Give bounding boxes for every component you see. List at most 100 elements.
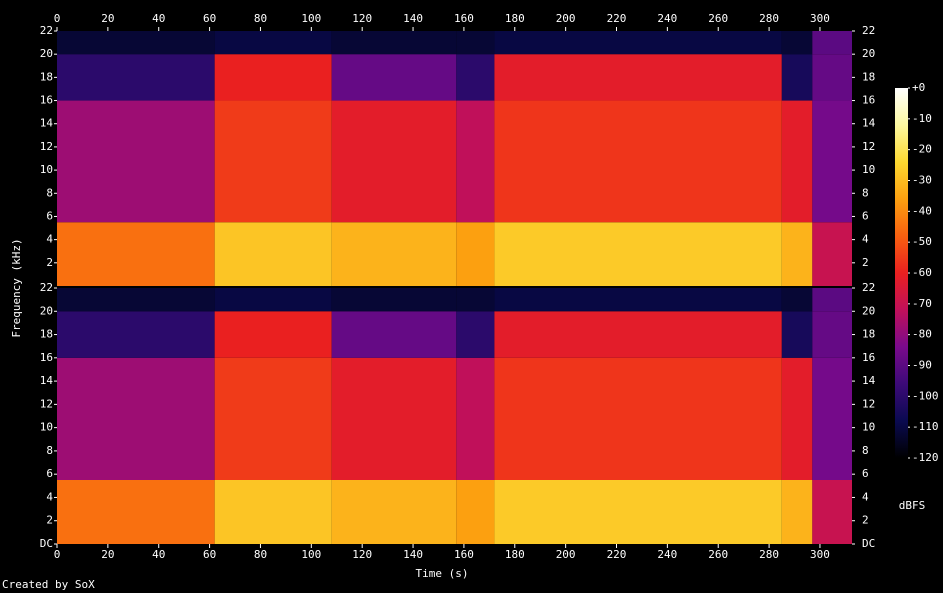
spectrum-cell [812, 480, 852, 544]
x-tick-label-top: 180 [505, 12, 525, 25]
x-tick-label-top: 60 [203, 12, 216, 25]
spectrum-cell [781, 311, 813, 358]
spectrum-cell [456, 311, 495, 358]
x-tick-label: 80 [254, 548, 267, 561]
y-tick-label: 8 [46, 186, 53, 199]
colorbar-tick-label: -50 [912, 235, 932, 248]
spectrum-cell [494, 480, 782, 544]
y-tick-label: 18 [40, 70, 53, 83]
spectrum-cell [214, 480, 332, 544]
y-tick-label-right: 4 [862, 490, 869, 503]
spectrum-cell [812, 357, 852, 480]
spectrum-cell [781, 54, 813, 101]
spectrum-cell [812, 31, 852, 55]
spectrum-cell [781, 357, 813, 480]
spectrum-cell [214, 357, 332, 480]
x-tick-label: 180 [505, 548, 525, 561]
y-tick-label-right: 2 [862, 514, 869, 527]
x-tick-label: 220 [607, 548, 627, 561]
y-tick-label: 4 [46, 233, 53, 246]
spectrum-cell [456, 222, 495, 286]
y-tick-label: 16 [40, 94, 53, 107]
y-tick-label-right: 4 [862, 233, 869, 246]
y-tick-label-right: 16 [862, 351, 875, 364]
spectrum-cell [812, 311, 852, 358]
spectrum-cell [456, 100, 495, 223]
y-tick-label: 6 [46, 209, 53, 222]
spectrum-cell [331, 31, 457, 55]
x-tick-label-top: 220 [607, 12, 627, 25]
colorbar-tick-label: -60 [912, 266, 932, 279]
x-tick-label-top: 140 [403, 12, 423, 25]
x-tick-label-top: 260 [708, 12, 728, 25]
colorbar-tick-label: -20 [912, 143, 932, 156]
colorbar-tick-label: -30 [912, 174, 932, 187]
spectrum-cell [57, 54, 215, 101]
spectrum-cell [812, 54, 852, 101]
spectrum-cell [331, 288, 457, 312]
spectrum-cell [494, 222, 782, 286]
y-tick-label-right: 10 [862, 163, 875, 176]
y-tick-label-right: 2 [862, 256, 869, 269]
y-tick-label-right: DC [862, 537, 875, 550]
colorbar-tick-label: -70 [912, 297, 932, 310]
y-tick-label-right: 6 [862, 467, 869, 480]
x-tick-label: 100 [301, 548, 321, 561]
y-tick-label: DC [40, 537, 53, 550]
y-tick-label: 14 [40, 117, 54, 130]
colorbar-tick-label: -40 [912, 204, 932, 217]
x-tick-label: 240 [657, 548, 677, 561]
x-tick-label-top: 120 [352, 12, 372, 25]
spectrum-cell [781, 222, 813, 286]
y-tick-label: 4 [46, 490, 53, 503]
footer: Created by SoX [2, 578, 95, 591]
x-axis-label: Time (s) [416, 567, 469, 580]
y-tick-label: 8 [46, 444, 53, 457]
spectrum-cell [214, 311, 332, 358]
spectrum-cell [494, 100, 782, 223]
spectrum-cell [214, 54, 332, 101]
x-tick-label: 20 [101, 548, 114, 561]
spectrum-cell [214, 288, 332, 312]
spectrum-cell [812, 222, 852, 286]
spectrum-cell [57, 31, 215, 55]
x-tick-label-top: 100 [301, 12, 321, 25]
spectrum-cell [57, 357, 215, 480]
y-tick-label-right: 8 [862, 186, 869, 199]
y-tick-label: 12 [40, 140, 53, 153]
colorbar-tick-label: +0 [912, 81, 925, 94]
y-tick-label: 20 [40, 47, 53, 60]
x-tick-label: 160 [454, 548, 474, 561]
y-tick-label: 18 [40, 328, 53, 341]
spectrum-cell [331, 222, 457, 286]
colorbar [895, 88, 908, 458]
spectrum-cell [331, 54, 457, 101]
x-tick-label-top: 200 [556, 12, 576, 25]
x-tick-label: 120 [352, 548, 372, 561]
y-tick-label: 12 [40, 397, 53, 410]
spectrum-cell [57, 311, 215, 358]
x-tick-label: 40 [152, 548, 165, 561]
spectrum-cell [456, 480, 495, 544]
y-tick-label: 20 [40, 304, 53, 317]
x-tick-label-top: 300 [810, 12, 830, 25]
y-tick-label: 22 [40, 24, 53, 37]
y-tick-label: 2 [46, 514, 53, 527]
colorbar-tick-label: -10 [912, 112, 932, 125]
y-tick-label-right: 6 [862, 209, 869, 222]
spectrum-cell [214, 100, 332, 223]
spectrum-cell [57, 100, 215, 223]
y-tick-label: 10 [40, 421, 53, 434]
colorbar-tick-label: -80 [912, 328, 932, 341]
spectrum-cell [331, 357, 457, 480]
x-tick-label-top: 280 [759, 12, 779, 25]
spectrum-cell [812, 288, 852, 312]
x-tick-label-top: 80 [254, 12, 267, 25]
colorbar-tick-label: -110 [912, 420, 939, 433]
spectrum-cell [331, 100, 457, 223]
x-tick-label-top: 40 [152, 12, 165, 25]
spectrum-cell [494, 54, 782, 101]
colorbar-tick-label: -90 [912, 359, 932, 372]
spectrum-cell [781, 100, 813, 223]
